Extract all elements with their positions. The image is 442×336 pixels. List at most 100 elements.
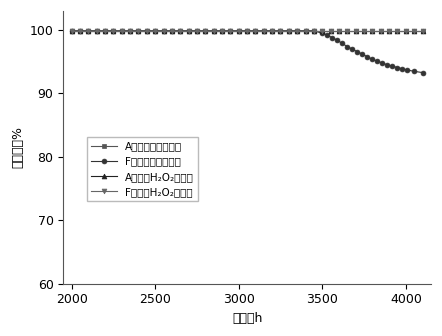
A催化剂H₂O₂脲除率	[278, 29, 283, 33]
A催化剂H₂O₂脲除率	[169, 29, 175, 33]
Line: F催化剂H₂O₂脲除率: F催化剂H₂O₂脲除率	[69, 28, 425, 33]
A催化剂乙醒脲除率	[345, 29, 350, 33]
F催化剂H₂O₂脲除率	[395, 29, 400, 33]
F催化剂H₂O₂脲除率	[261, 29, 267, 33]
F催化剂H₂O₂脲除率	[169, 29, 175, 33]
F催化剂H₂O₂脲除率	[127, 29, 133, 33]
F催化剂H₂O₂脲除率	[219, 29, 225, 33]
F催化剂乙醒脲除率	[360, 52, 365, 56]
F催化剂乙醒脲除率	[86, 29, 91, 33]
F催化剂H₂O₂脲除率	[336, 29, 342, 33]
F催化剂乙醒脲除率	[412, 69, 417, 73]
A催化剂乙醒脲除率	[403, 29, 408, 33]
A催化剂乙醒脲除率	[386, 29, 392, 33]
F催化剂H₂O₂脲除率	[370, 29, 375, 33]
F催化剂乙醒脲除率	[94, 29, 99, 33]
F催化剂乙醒脲除率	[420, 71, 425, 75]
A催化剂乙醒脲除率	[311, 29, 316, 33]
F催化剂乙醒脲除率	[261, 29, 267, 33]
A催化剂H₂O₂脲除率	[420, 29, 425, 33]
F催化剂乙醒脲除率	[405, 68, 410, 72]
A催化剂H₂O₂脲除率	[253, 29, 258, 33]
F催化剂乙醒脲除率	[152, 29, 158, 33]
F催化剂乙醒脲除率	[345, 45, 350, 49]
F催化剂乙醒脲除率	[385, 63, 390, 67]
A催化剂乙醒脲除率	[94, 29, 99, 33]
F催化剂H₂O₂脲除率	[378, 29, 383, 33]
A催化剂乙醒脲除率	[303, 29, 308, 33]
Line: A催化剂H₂O₂脲除率: A催化剂H₂O₂脲除率	[69, 28, 425, 33]
A催化剂乙醒脲除率	[261, 29, 267, 33]
A催化剂乙醒脲除率	[211, 29, 216, 33]
F催化剂乙醒脲除率	[365, 55, 370, 59]
F催化剂H₂O₂脲除率	[194, 29, 200, 33]
A催化剂乙醒脲除率	[353, 29, 358, 33]
Legend: A催化剂乙醒脲除率, F催化剂乙醒脲除率, A催化剂H₂O₂脲除率, F催化剂H₂O₂脲除率: A催化剂乙醒脲除率, F催化剂乙醒脲除率, A催化剂H₂O₂脲除率, F催化剂H…	[87, 137, 198, 201]
F催化剂乙醒脲除率	[278, 29, 283, 33]
A催化剂乙醒脲除率	[219, 29, 225, 33]
F催化剂H₂O₂脲除率	[69, 29, 74, 33]
A催化剂H₂O₂脲除率	[378, 29, 383, 33]
A催化剂乙醒脲除率	[378, 29, 383, 33]
A催化剂H₂O₂脲除率	[111, 29, 116, 33]
F催化剂H₂O₂脲除率	[270, 29, 275, 33]
A催化剂乙醒脲除率	[194, 29, 200, 33]
A催化剂H₂O₂脲除率	[311, 29, 316, 33]
A催化剂乙醒脲除率	[86, 29, 91, 33]
F催化剂乙醒脲除率	[395, 66, 400, 70]
F催化剂H₂O₂脲除率	[211, 29, 216, 33]
A催化剂H₂O₂脲除率	[345, 29, 350, 33]
A催化剂乙醒脲除率	[119, 29, 124, 33]
A催化剂H₂O₂脲除率	[370, 29, 375, 33]
A催化剂乙醒脲除率	[362, 29, 367, 33]
A催化剂H₂O₂脲除率	[144, 29, 149, 33]
F催化剂H₂O₂脲除率	[403, 29, 408, 33]
A催化剂H₂O₂脲除率	[103, 29, 108, 33]
A催化剂H₂O₂脲除率	[386, 29, 392, 33]
F催化剂乙醒脲除率	[69, 29, 74, 33]
F催化剂乙醒脲除率	[169, 29, 175, 33]
A催化剂H₂O₂脲除率	[244, 29, 250, 33]
F催化剂H₂O₂脲除率	[94, 29, 99, 33]
Y-axis label: 脲除率，%: 脲除率，%	[11, 126, 24, 168]
A催化剂乙醒脲除率	[320, 29, 325, 33]
F催化剂乙醒脲除率	[144, 29, 149, 33]
F催化剂乙醒脲除率	[330, 36, 335, 40]
A催化剂乙醒脲除率	[294, 29, 300, 33]
A催化剂H₂O₂脲除率	[412, 29, 417, 33]
A催化剂乙醒脲除率	[69, 29, 74, 33]
F催化剂H₂O₂脲除率	[345, 29, 350, 33]
F催化剂乙醒脲除率	[355, 50, 360, 54]
A催化剂乙醒脲除率	[169, 29, 175, 33]
X-axis label: 时间，h: 时间，h	[232, 312, 262, 325]
F催化剂乙醒脲除率	[270, 29, 275, 33]
F催化剂乙醒脲除率	[211, 29, 216, 33]
F催化剂乙醒脲除率	[111, 29, 116, 33]
F催化剂乙醒脲除率	[400, 67, 405, 71]
F催化剂乙醒脲除率	[253, 29, 258, 33]
A催化剂乙醒脲除率	[144, 29, 149, 33]
A催化剂乙醒脲除率	[420, 29, 425, 33]
A催化剂H₂O₂脲除率	[161, 29, 166, 33]
F催化剂H₂O₂脲除率	[320, 29, 325, 33]
A催化剂H₂O₂脲除率	[328, 29, 333, 33]
F催化剂乙醒脲除率	[202, 29, 208, 33]
F催化剂乙醒脲除率	[161, 29, 166, 33]
A催化剂乙醒脲除率	[77, 29, 83, 33]
A催化剂乙醒脲除率	[127, 29, 133, 33]
A催化剂H₂O₂脲除率	[136, 29, 141, 33]
F催化剂H₂O₂脲除率	[161, 29, 166, 33]
A催化剂H₂O₂脲除率	[294, 29, 300, 33]
F催化剂乙醒脲除率	[236, 29, 241, 33]
F催化剂乙醒脲除率	[103, 29, 108, 33]
A催化剂H₂O₂脲除率	[353, 29, 358, 33]
F催化剂乙醒脲除率	[186, 29, 191, 33]
A催化剂H₂O₂脲除率	[69, 29, 74, 33]
F催化剂H₂O₂脲除率	[186, 29, 191, 33]
A催化剂H₂O₂脲除率	[261, 29, 267, 33]
A催化剂乙醒脲除率	[286, 29, 292, 33]
A催化剂H₂O₂脲除率	[127, 29, 133, 33]
F催化剂H₂O₂脲除率	[152, 29, 158, 33]
A催化剂H₂O₂脲除率	[211, 29, 216, 33]
Line: F催化剂乙醒脲除率: F催化剂乙醒脲除率	[69, 28, 425, 75]
